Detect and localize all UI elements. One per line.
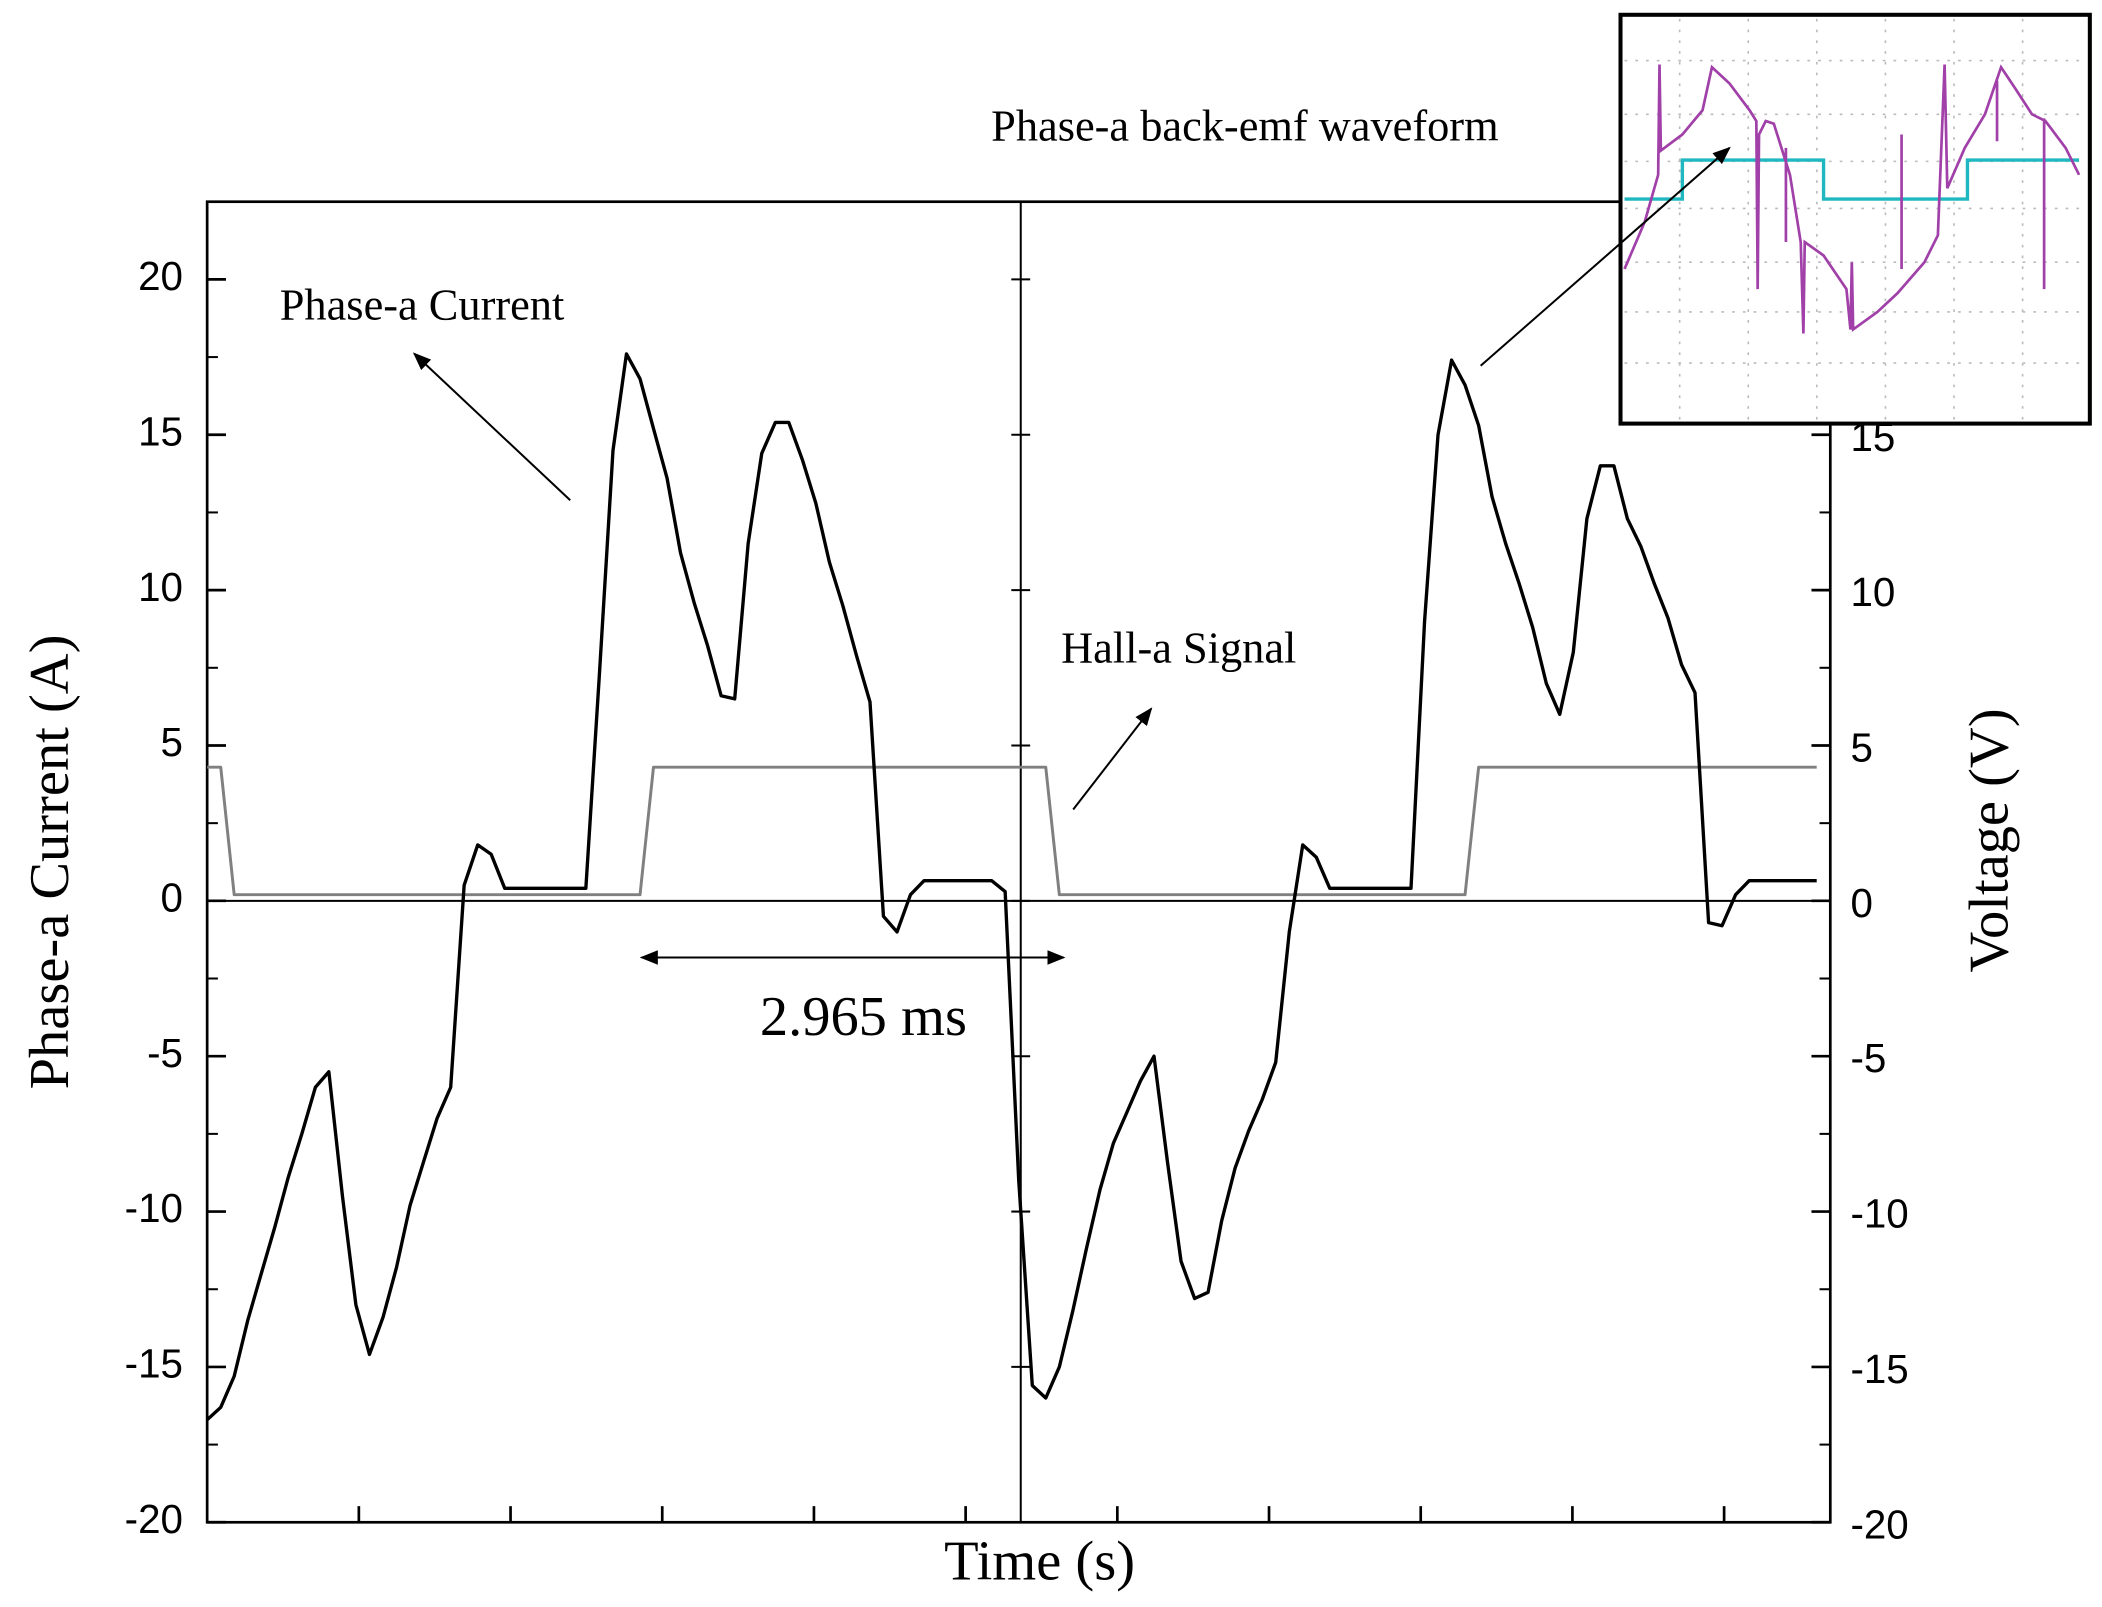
annotation-arrow — [412, 352, 571, 501]
y2-tick-label: 0 — [1850, 880, 1872, 926]
current-annotation: Phase-a Current — [280, 279, 565, 329]
series-line — [206, 352, 1817, 1422]
y-tick-label: -20 — [125, 1496, 183, 1542]
plot-frame — [205, 200, 1832, 1524]
y2-tick-label: -15 — [1850, 1346, 1908, 1392]
y2-tick-label: -10 — [1850, 1191, 1908, 1237]
y2-tick-label: 10 — [1850, 569, 1895, 615]
annotation-arrow — [1479, 146, 1731, 367]
y-tick-label: -5 — [147, 1030, 183, 1076]
y-tick-label: 5 — [161, 719, 183, 765]
y-tick-label: 0 — [161, 874, 183, 920]
emf-annotation: Phase-a back-emf waveform — [991, 101, 1498, 151]
y-axis-title: Phase-a Current (A) — [19, 635, 81, 1090]
y-tick-label: -10 — [125, 1185, 183, 1231]
inset-hall-trace — [1624, 158, 2080, 201]
y2-tick-label: -5 — [1850, 1035, 1886, 1081]
inset-emf-trace — [1623, 64, 2081, 334]
y2-axis-title: Voltage (V) — [1958, 708, 2020, 972]
oscilloscope-inset — [1618, 12, 2092, 426]
interval-label: 2.965 ms — [760, 986, 967, 1048]
y2-tick-label: -20 — [1850, 1501, 1908, 1547]
hall-annotation: Hall-a Signal — [1061, 622, 1296, 672]
y2-tick-label: 5 — [1850, 725, 1872, 771]
y-tick-label: 15 — [138, 408, 183, 454]
y-tick-label: 10 — [138, 564, 183, 610]
y-tick-label: 20 — [138, 253, 183, 299]
x-axis-title: Time (s) — [944, 1531, 1135, 1593]
annotation-arrow — [1072, 707, 1153, 811]
plot-area — [205, 200, 1832, 1524]
y-tick-label: -15 — [125, 1341, 183, 1387]
series-line — [207, 765, 1817, 897]
